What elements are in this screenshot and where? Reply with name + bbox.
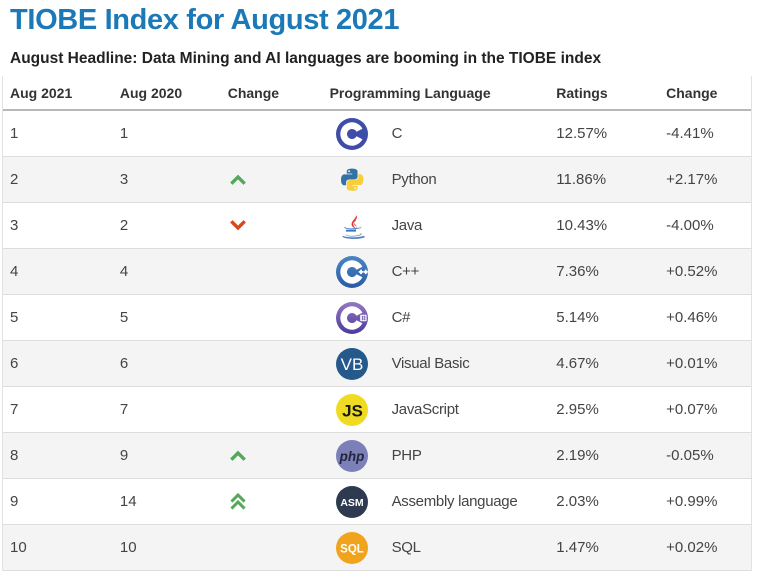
svg-text:JS: JS	[342, 401, 363, 420]
svg-text:ASM: ASM	[340, 497, 364, 509]
svg-text:php: php	[338, 448, 364, 463]
svg-text:VB: VB	[340, 355, 363, 374]
svg-text:SQL: SQL	[340, 543, 364, 555]
